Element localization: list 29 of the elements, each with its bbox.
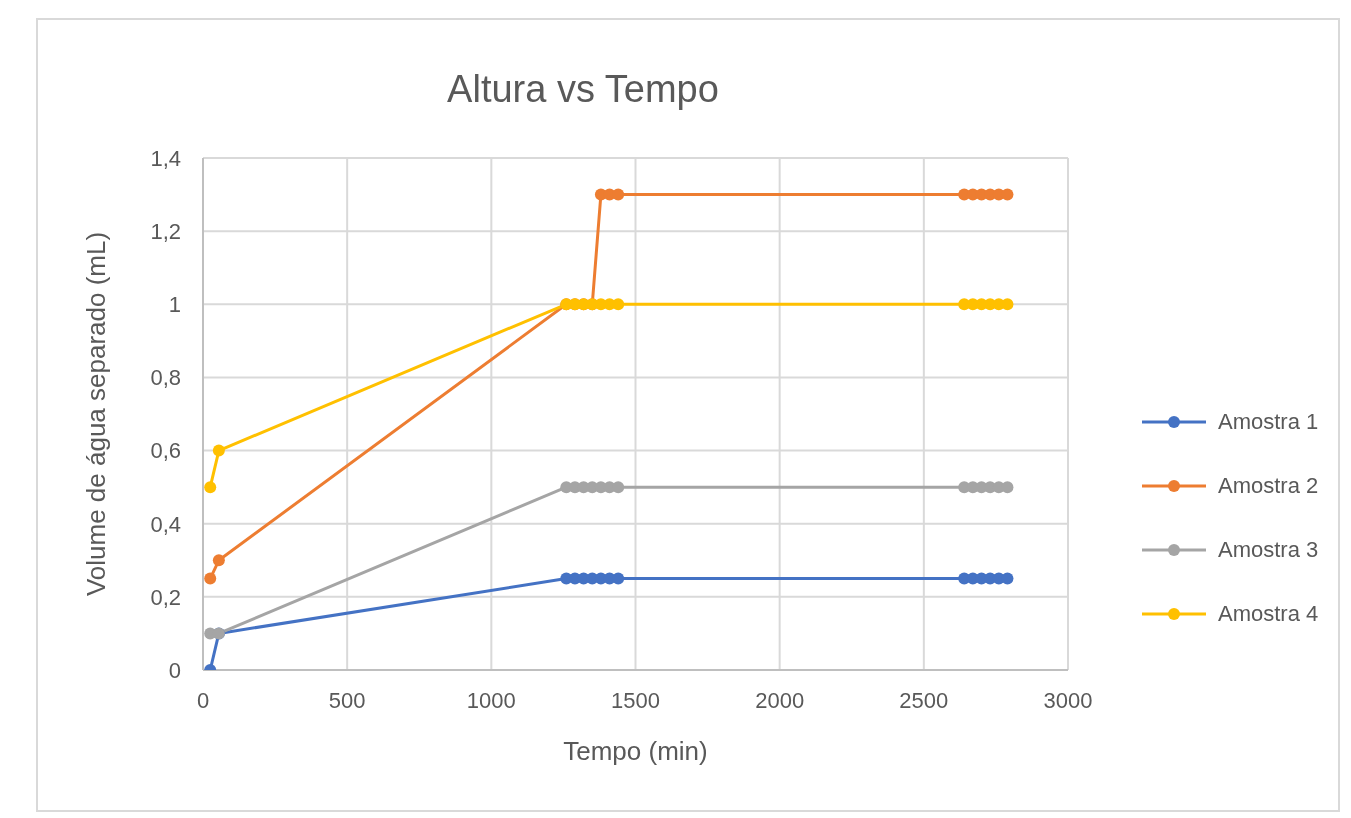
legend-label: Amostra 4: [1218, 601, 1319, 627]
x-tick-label: 2000: [755, 687, 805, 713]
x-tick-label: 500: [328, 687, 366, 713]
point: [612, 298, 625, 311]
y-tick-label: 1,2: [150, 218, 181, 244]
chart-title: Altura vs Tempo: [446, 68, 720, 111]
x-tick-label: 2500: [899, 687, 949, 713]
x-axis-title: Tempo (min): [563, 736, 708, 766]
y-axis-title: Volume de água separado (mL): [81, 231, 112, 597]
legend-label: Amostra 3: [1218, 537, 1319, 563]
y-tick-label: 0,4: [150, 511, 181, 537]
x-tick-label: 1000: [466, 687, 516, 713]
y-tick-label: 0,6: [150, 438, 181, 464]
point: [204, 481, 217, 494]
point: [204, 572, 217, 585]
y-tick-label: 1,4: [150, 145, 181, 171]
legend-label: Amostra 2: [1218, 473, 1319, 499]
y-tick-label: 0: [168, 657, 181, 683]
y-tick-label: 0,2: [150, 584, 181, 610]
x-tick-label: 3000: [1043, 687, 1093, 713]
y-tick-label: 1: [168, 292, 181, 318]
legend-label: Amostra 1: [1218, 409, 1319, 435]
y-tick-label: 0,8: [150, 365, 181, 391]
point: [612, 572, 625, 585]
point: [212, 554, 225, 567]
point: [212, 444, 225, 457]
point: [612, 188, 625, 201]
x-tick-label: 1500: [611, 687, 660, 713]
x-tick-label: 0: [196, 687, 210, 713]
